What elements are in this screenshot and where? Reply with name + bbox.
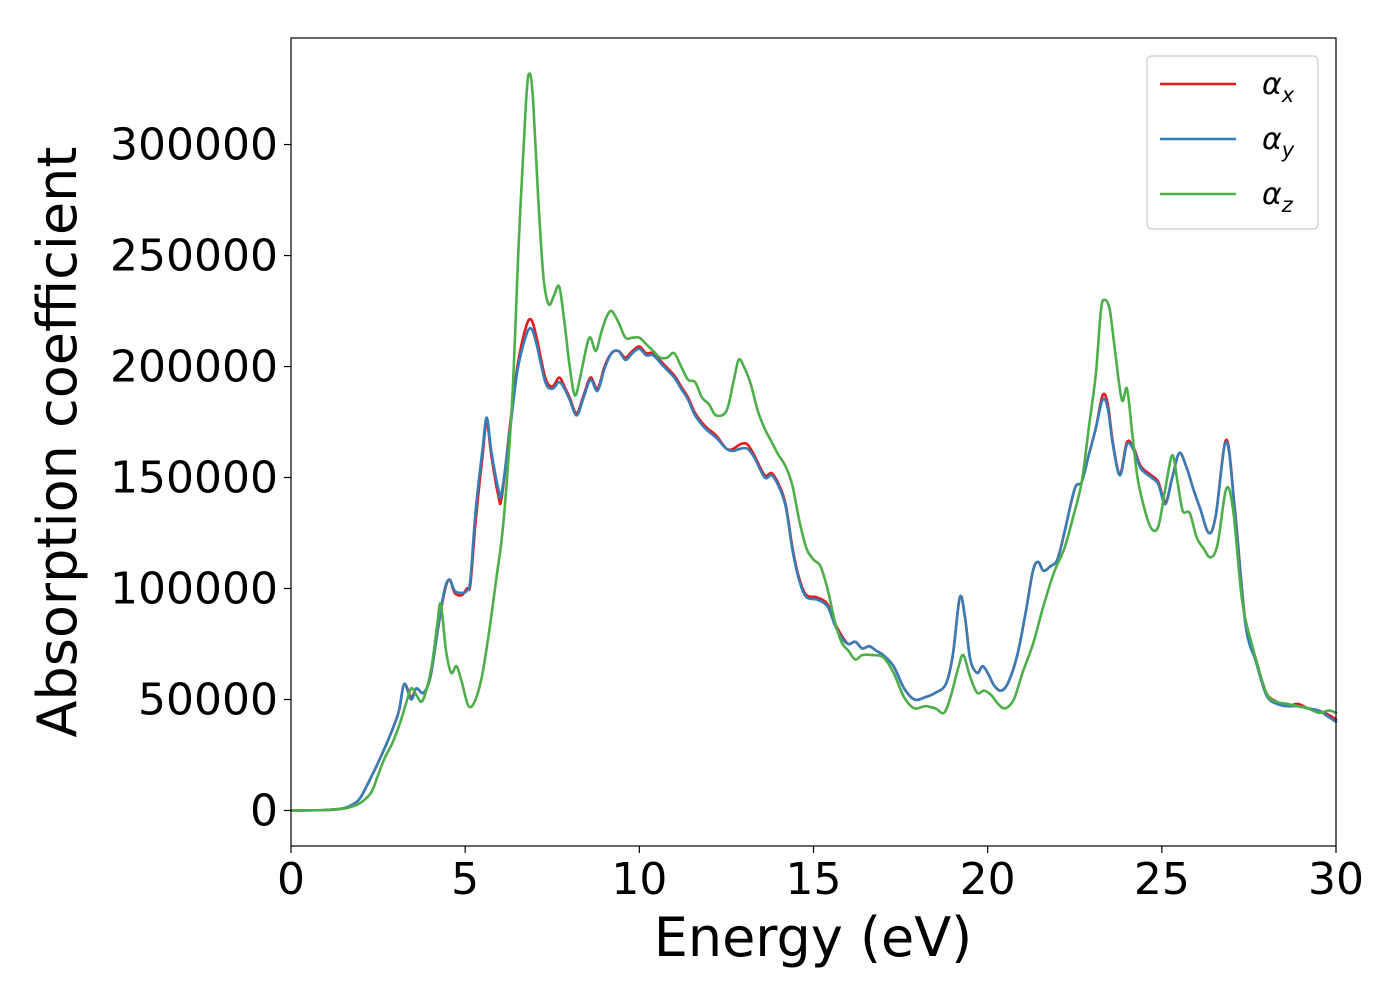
series-layer: [289, 72, 1338, 812]
y-tick-label: 0: [250, 785, 278, 836]
legend-box: [1146, 55, 1319, 230]
y-axis-ticks: 0 50000 100000 150000 200000 250000 300000: [110, 120, 291, 836]
x-axis-ticks: 0 5 10 15 20 25 30: [277, 846, 1364, 905]
legend: αx αy αz: [1146, 55, 1319, 230]
x-tick-label: 15: [786, 854, 842, 905]
y-tick-label: 250000: [110, 231, 278, 282]
x-tick-label: 25: [1134, 854, 1190, 905]
series-line-z: [289, 72, 1338, 812]
x-tick-label: 10: [611, 854, 667, 905]
y-tick-label: 200000: [110, 342, 278, 393]
y-tick-label: 100000: [110, 564, 278, 615]
legend-label: αz: [1262, 177, 1294, 217]
x-tick-label: 20: [960, 854, 1016, 905]
y-tick-label: 50000: [138, 674, 278, 725]
y-axis-label: Absorption coefficient: [26, 147, 89, 738]
legend-label: αy: [1262, 122, 1295, 162]
x-axis-label: Energy (eV): [654, 906, 973, 969]
y-tick-label: 300000: [110, 120, 278, 171]
x-tick-label: 0: [277, 854, 305, 905]
x-tick-label: 30: [1308, 854, 1364, 905]
legend-label: αx: [1262, 67, 1295, 107]
series-line-y: [289, 326, 1338, 812]
x-tick-label: 5: [451, 854, 479, 905]
y-tick-label: 150000: [110, 453, 278, 504]
